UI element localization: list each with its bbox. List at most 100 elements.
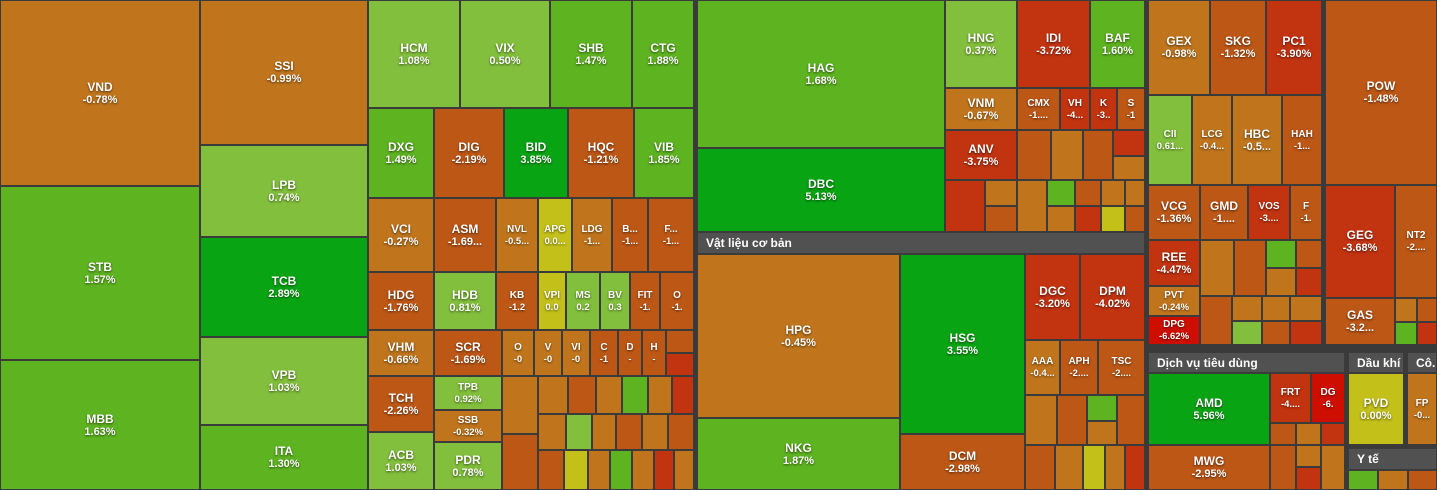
mosaic-cell[interactable] [1025, 445, 1055, 490]
tile-dxg[interactable]: DXG 1.49% [368, 108, 434, 198]
mosaic-cell[interactable] [568, 376, 596, 414]
tile-f[interactable]: F -1. [1290, 185, 1322, 240]
mosaic-cell[interactable] [1017, 180, 1047, 232]
tile-vnm[interactable]: VNM -0.67% [945, 88, 1017, 130]
mosaic-cell[interactable] [1395, 322, 1417, 345]
mosaic-cell[interactable] [1270, 423, 1296, 445]
tile-geg[interactable]: GEG -3.68% [1325, 185, 1395, 298]
tile-d[interactable]: D- [618, 330, 642, 376]
tile-vib[interactable]: VIB 1.85% [634, 108, 694, 198]
mosaic-cell[interactable] [672, 376, 694, 414]
mosaic-cell[interactable] [1051, 130, 1083, 180]
tile-nt2[interactable]: NT2 -2.... [1395, 185, 1437, 298]
tile-ldg[interactable]: LDG -1... [572, 198, 612, 272]
tile-frt[interactable]: FRT -4.... [1270, 373, 1311, 423]
tile-anv[interactable]: ANV -3.75% [945, 130, 1017, 180]
tile-h[interactable]: H- [642, 330, 666, 376]
mosaic-cell[interactable] [666, 330, 694, 353]
tile-hdg[interactable]: HDG -1.76% [368, 272, 434, 330]
mosaic-cell[interactable] [1234, 240, 1266, 296]
mosaic-cell[interactable] [1105, 445, 1125, 490]
mosaic-cell[interactable] [1262, 321, 1290, 345]
mosaic-cell[interactable] [668, 414, 694, 450]
tile-idi[interactable]: IDI -3.72% [1017, 0, 1090, 88]
tile-dg[interactable]: DG -6. [1311, 373, 1345, 423]
tile-apg[interactable]: APG 0.0... [538, 198, 572, 272]
mosaic-cell[interactable] [538, 414, 566, 450]
tile-dbc[interactable]: DBC 5.13% [697, 148, 945, 232]
mosaic-cell[interactable] [666, 353, 694, 376]
mosaic-cell[interactable] [1075, 206, 1101, 232]
mosaic-cell[interactable] [1125, 180, 1145, 206]
tile-hdb[interactable]: HDB 0.81% [434, 272, 496, 330]
mosaic-cell[interactable] [654, 450, 674, 490]
mosaic-cell[interactable] [1055, 445, 1083, 490]
mosaic-cell[interactable] [1417, 322, 1437, 345]
tile-pc1[interactable]: PC1 -3.90% [1266, 0, 1322, 95]
tile-vcg[interactable]: VCG -1.36% [1148, 185, 1200, 240]
mosaic-cell[interactable] [632, 450, 654, 490]
tile-vnd[interactable]: VND -0.78% [0, 0, 200, 186]
mosaic-cell[interactable] [1321, 423, 1345, 445]
mosaic-cell[interactable] [985, 180, 1017, 206]
mosaic-cell[interactable] [1296, 268, 1322, 296]
tile-acb[interactable]: ACB 1.03% [368, 432, 434, 490]
mosaic-cell[interactable] [1117, 395, 1145, 445]
tile-vix[interactable]: VIX 0.50% [460, 0, 550, 108]
tile-shb[interactable]: SHB 1.47% [550, 0, 632, 108]
tile-tch[interactable]: TCH -2.26% [368, 376, 434, 432]
mosaic-cell[interactable] [1270, 445, 1296, 490]
tile-aph[interactable]: APH -2.... [1060, 340, 1098, 395]
mosaic-cell[interactable] [502, 376, 538, 434]
mosaic-cell[interactable] [1087, 395, 1117, 421]
tile-hng[interactable]: HNG 0.37% [945, 0, 1017, 88]
mosaic-cell[interactable] [1290, 321, 1322, 345]
mosaic-cell[interactable] [1296, 423, 1321, 445]
mosaic-cell[interactable] [642, 414, 668, 450]
tile-ctg[interactable]: CTG 1.88% [632, 0, 694, 108]
tile-pow[interactable]: POW -1.48% [1325, 0, 1437, 185]
mosaic-cell[interactable] [1296, 445, 1321, 467]
tile-tcb[interactable]: TCB 2.89% [200, 237, 368, 337]
mosaic-cell[interactable] [945, 180, 985, 232]
tile-vos[interactable]: VOS -3.... [1248, 185, 1290, 240]
mosaic-cell[interactable] [1047, 180, 1075, 206]
mosaic-cell[interactable] [1378, 470, 1408, 490]
mosaic-cell[interactable] [1101, 206, 1125, 232]
tile-mbb[interactable]: MBB 1.63% [0, 360, 200, 490]
mosaic-cell[interactable] [1262, 296, 1290, 321]
tile-gmd[interactable]: GMD -1.... [1200, 185, 1248, 240]
tile-dig[interactable]: DIG -2.19% [434, 108, 504, 198]
mosaic-cell[interactable] [616, 414, 642, 450]
tile-fp[interactable]: FP -0... [1407, 373, 1437, 445]
mosaic-cell[interactable] [1266, 268, 1296, 296]
tile-hag[interactable]: HAG 1.68% [697, 0, 945, 148]
mosaic-cell[interactable] [538, 376, 568, 414]
mosaic-cell[interactable] [1025, 395, 1057, 445]
mosaic-cell[interactable] [538, 450, 564, 490]
tile-fit[interactable]: FIT -1. [630, 272, 660, 330]
tile-kb[interactable]: KB -1.2 [496, 272, 538, 330]
tile-lcg[interactable]: LCG -0.4... [1192, 95, 1232, 185]
mosaic-cell[interactable] [1348, 470, 1378, 490]
tile-pdr[interactable]: PDR 0.78% [434, 442, 502, 490]
tile-vi[interactable]: VI -0 [562, 330, 590, 376]
tile-hbc[interactable]: HBC -0.5... [1232, 95, 1282, 185]
mosaic-cell[interactable] [1232, 296, 1262, 321]
mosaic-cell[interactable] [1417, 298, 1437, 322]
tile-hsg[interactable]: HSG 3.55% [900, 254, 1025, 434]
tile-hcm[interactable]: HCM 1.08% [368, 0, 460, 108]
tile-tpb[interactable]: TPB 0.92% [434, 376, 502, 410]
mosaic-cell[interactable] [1296, 240, 1322, 268]
tile-stb[interactable]: STB 1.57% [0, 186, 200, 360]
mosaic-cell[interactable] [1087, 421, 1117, 445]
tile-aaa[interactable]: AAA -0.4... [1025, 340, 1060, 395]
mosaic-cell[interactable] [1266, 240, 1296, 268]
mosaic-cell[interactable] [1200, 240, 1234, 296]
tile-scr[interactable]: SCR -1.69% [434, 330, 502, 376]
tile-ssb[interactable]: SSB -0.32% [434, 410, 502, 442]
mosaic-cell[interactable] [1408, 470, 1437, 490]
tile-amd[interactable]: AMD 5.96% [1148, 373, 1270, 445]
tile-vpi[interactable]: VPI 0.0 [538, 272, 566, 330]
tile-vpb[interactable]: VPB 1.03% [200, 337, 368, 425]
